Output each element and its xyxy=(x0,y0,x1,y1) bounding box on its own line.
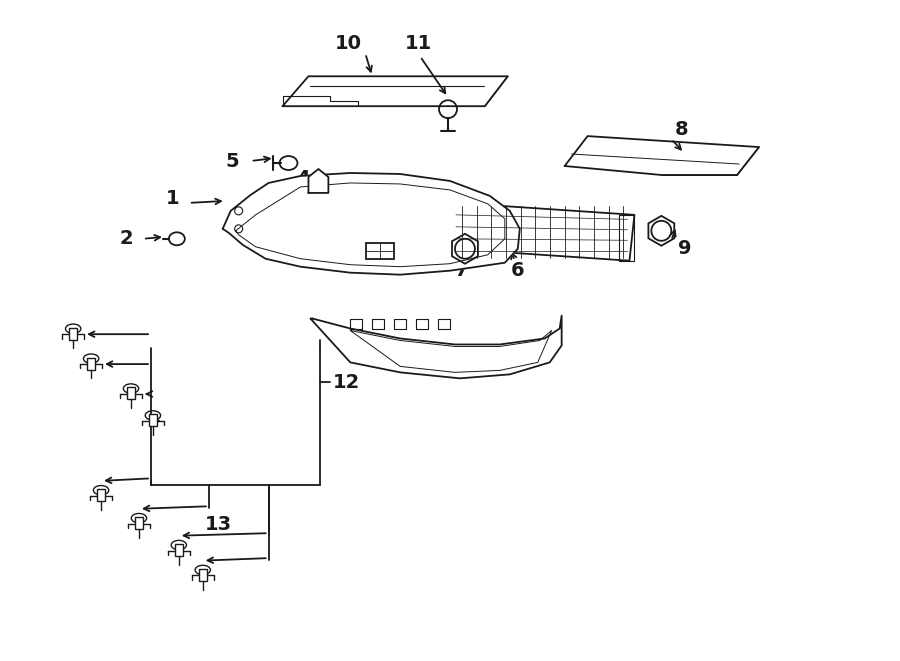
Polygon shape xyxy=(222,173,520,275)
Text: 9: 9 xyxy=(678,239,691,258)
FancyBboxPatch shape xyxy=(87,358,94,369)
FancyBboxPatch shape xyxy=(199,569,207,581)
Text: 5: 5 xyxy=(226,151,239,171)
FancyBboxPatch shape xyxy=(97,489,105,501)
Polygon shape xyxy=(283,76,508,106)
FancyBboxPatch shape xyxy=(175,544,183,556)
FancyBboxPatch shape xyxy=(366,243,394,258)
FancyBboxPatch shape xyxy=(69,328,77,340)
FancyBboxPatch shape xyxy=(127,387,135,399)
Text: 2: 2 xyxy=(119,229,133,249)
Polygon shape xyxy=(564,136,759,175)
Text: 3: 3 xyxy=(392,243,405,262)
Text: 13: 13 xyxy=(205,516,232,534)
Text: 4: 4 xyxy=(295,169,310,188)
Text: 11: 11 xyxy=(404,34,432,53)
Text: 7: 7 xyxy=(455,261,469,280)
Text: 12: 12 xyxy=(332,373,360,392)
Polygon shape xyxy=(310,315,562,378)
Polygon shape xyxy=(309,169,328,193)
Text: 1: 1 xyxy=(166,190,180,208)
FancyBboxPatch shape xyxy=(149,414,157,426)
Text: 10: 10 xyxy=(335,34,362,53)
Text: 6: 6 xyxy=(511,261,525,280)
Text: 8: 8 xyxy=(674,120,688,139)
FancyBboxPatch shape xyxy=(135,517,143,529)
Polygon shape xyxy=(452,203,634,260)
